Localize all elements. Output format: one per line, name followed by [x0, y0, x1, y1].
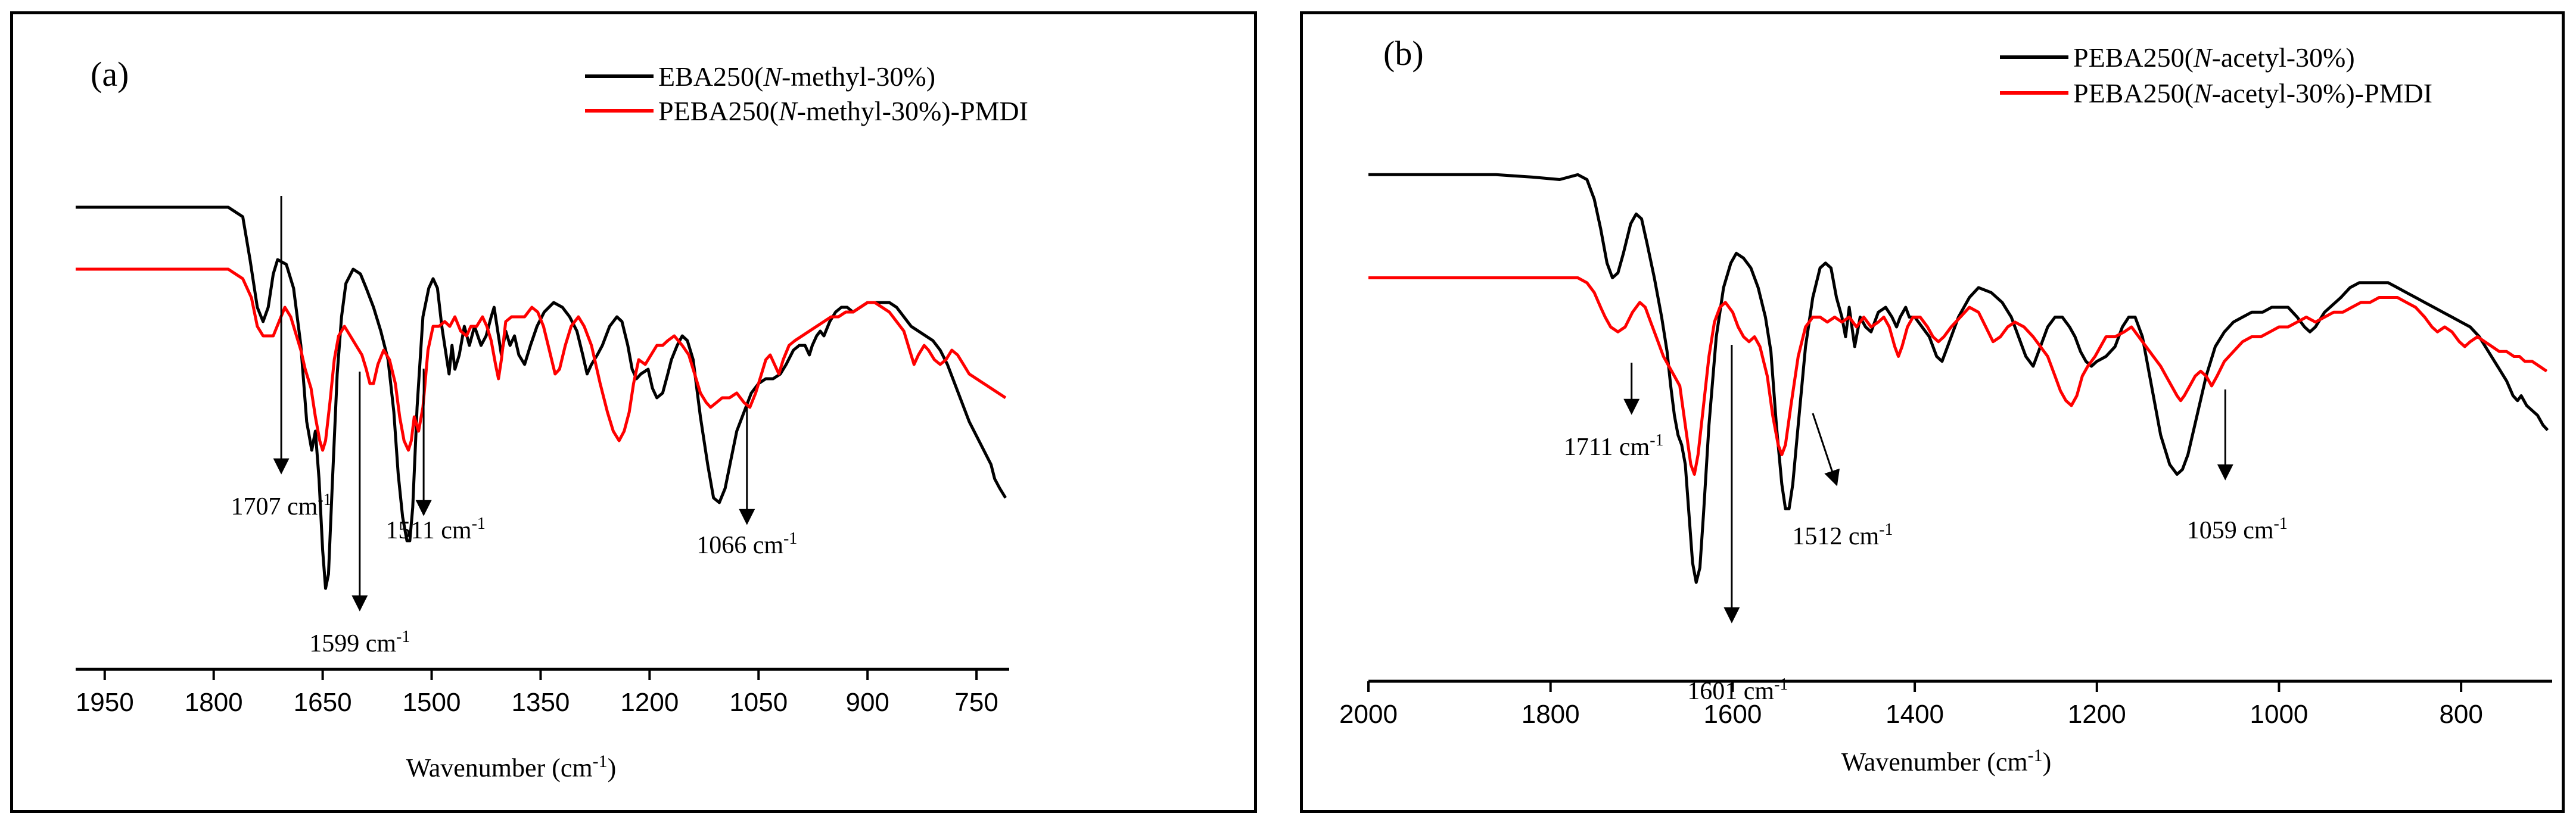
legend-text-pre: PEBA250( — [2073, 78, 2194, 108]
annotation-sup: -1 — [1774, 675, 1788, 694]
legend-text-pre: PEBA250( — [658, 96, 779, 126]
panel-a: (a) EBA250(N-methyl-30%) PEBA250(N-methyl-… — [10, 11, 1257, 813]
annotation-sup: -1 — [2274, 515, 2288, 533]
legend-text-italic: N — [778, 96, 798, 126]
annotation-text: 1059 cm — [2187, 517, 2274, 544]
annotation-text: 1599 cm — [309, 630, 396, 657]
x-axis-label-text: Wavenumber (cm — [406, 753, 593, 783]
x-axis-label-close: ) — [2043, 747, 2052, 777]
legend-text-italic: N — [763, 61, 783, 92]
annotation-text: 1512 cm — [1792, 523, 1879, 550]
series-line-1 — [76, 205, 1007, 590]
annotation-sup: -1 — [1879, 520, 1893, 539]
x-tick-label-1400: 1400 — [1886, 700, 1944, 729]
legend-text-pre: EBA250( — [658, 61, 763, 92]
annotation-sup: -1 — [472, 515, 486, 533]
x-axis-label-text: Wavenumber (cm — [1841, 747, 2028, 777]
legend-text-post: -methyl-30%) — [782, 61, 935, 92]
annotation-sup: -1 — [1650, 431, 1663, 450]
legend-text-post: -acetyl-30%) — [2212, 42, 2355, 73]
x-axis-label: Wavenumber (cm-1) — [406, 752, 617, 783]
legend-label-1: EBA250(N-methyl-30%) — [658, 61, 935, 92]
panel-label: (a) — [91, 55, 129, 93]
annotation-text: 1066 cm — [696, 532, 783, 559]
panel-label: (b) — [1383, 34, 1424, 73]
legend-text-pre: PEBA250( — [2073, 42, 2194, 73]
x-tick-label-1000: 1000 — [2250, 700, 2309, 729]
annotation-label-1711: 1711 cm-1 — [1564, 431, 1664, 461]
annotation-label-1511: 1511 cm-1 — [385, 515, 486, 544]
annotation-label-1707: 1707 cm-1 — [231, 491, 332, 520]
x-tick-label-1800: 1800 — [1522, 700, 1580, 729]
x-tick-label-900: 900 — [845, 688, 889, 717]
x-axis-label-sup: -1 — [2028, 746, 2043, 765]
x-tick-label-1350: 1350 — [512, 688, 570, 717]
annotation-label-1059: 1059 cm-1 — [2187, 515, 2288, 544]
legend-label-1: PEBA250(N-acetyl-30%) — [2073, 42, 2355, 73]
x-tick-label-2000: 2000 — [1339, 700, 1398, 729]
annotation-label-1601: 1601 cm-1 — [1687, 675, 1788, 705]
x-tick-label-1650: 1650 — [294, 688, 352, 717]
x-tick-label-1600: 1600 — [1703, 700, 1762, 729]
annotation-sup: -1 — [396, 628, 410, 646]
panel-b: (b) PEBA250(N-acetyl-30%) PEBA250(N-acetyl… — [1300, 11, 2565, 813]
x-axis-label-sup: -1 — [593, 752, 608, 771]
series-line-1 — [1368, 173, 2549, 584]
x-tick-label-750: 750 — [954, 688, 998, 717]
legend-label-2: PEBA250(N-methyl-30%)-PMDI — [658, 96, 1028, 126]
x-tick-label-1500: 1500 — [403, 688, 461, 717]
x-tick-label-800: 800 — [2439, 700, 2482, 729]
x-axis-label-close: ) — [608, 753, 617, 783]
series-line-2 — [76, 267, 1007, 452]
annotation-label-1066: 1066 cm-1 — [696, 529, 797, 559]
x-tick-label-1200: 1200 — [2068, 700, 2126, 729]
annotation-sup: -1 — [783, 529, 797, 548]
legend-text-post: -acetyl-30%)-PMDI — [2212, 78, 2432, 108]
x-tick-label-1200: 1200 — [620, 688, 679, 717]
legend-text-italic: N — [2193, 78, 2213, 108]
annotation-text: 1707 cm — [231, 493, 318, 520]
x-tick-label-1950: 1950 — [76, 688, 134, 717]
annotation-label-1599: 1599 cm-1 — [309, 628, 410, 657]
x-axis-label: Wavenumber (cm-1) — [1841, 746, 2052, 777]
series-line-2 — [1368, 276, 2548, 476]
legend-text-post: -methyl-30%)-PMDI — [797, 96, 1028, 126]
annotation-sup: -1 — [318, 491, 331, 509]
annotation-text: 1601 cm — [1687, 678, 1774, 705]
annotation-text: 1711 cm — [1564, 434, 1650, 461]
annotation-label-1512: 1512 cm-1 — [1792, 520, 1893, 550]
ftir-chart-a: (a) EBA250(N-methyl-30%)PEBA250(N-methyl-… — [76, 55, 1028, 783]
x-tick-label-1050: 1050 — [729, 688, 788, 717]
annotation-text: 1511 cm — [385, 517, 472, 544]
x-tick-label-1800: 1800 — [185, 688, 243, 717]
annotation-arrow-1512 — [1812, 413, 1840, 487]
ftir-chart-b: (b) PEBA250(N-acetyl-30%)PEBA250(N-acetyl… — [1339, 34, 2552, 777]
legend-text-italic: N — [2193, 42, 2213, 73]
legend-label-2: PEBA250(N-acetyl-30%)-PMDI — [2073, 78, 2432, 108]
